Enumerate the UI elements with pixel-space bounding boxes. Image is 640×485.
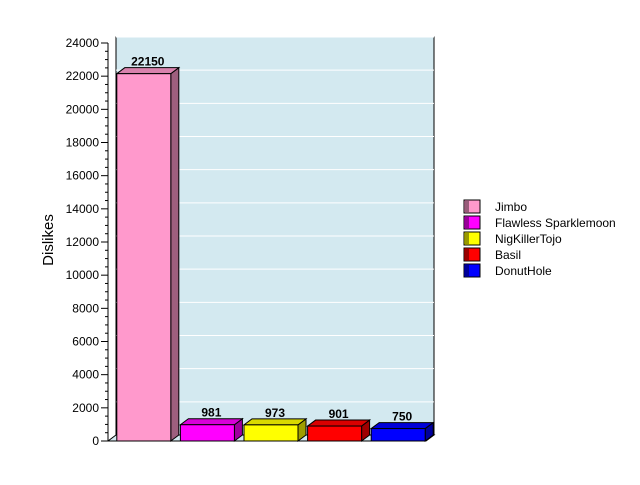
legend-label: DonutHole [495, 264, 552, 278]
y-axis: 0 2000 4000 6000 8000 10000 12000 14000 16000 180… [66, 36, 426, 448]
y-tick-label: 22000 [66, 69, 100, 83]
y-tick-label: 10000 [66, 268, 100, 282]
bar-2 [178, 417, 244, 442]
legend-swatch-shade [465, 265, 469, 276]
bar-4 [306, 419, 372, 442]
legend: Jimbo Flawless Sparklemoon NigKillerTojo Ba… [463, 199, 616, 278]
data-label: 973 [265, 406, 285, 420]
y-tick-label: 2000 [72, 401, 99, 415]
bar-side [170, 66, 180, 442]
bars: 22150 981 973 901 750 [115, 55, 435, 442]
bar-front [370, 428, 426, 442]
legend-item: DonutHole [463, 263, 552, 278]
legend-item: Basil [463, 247, 521, 262]
legend-swatch-shade [465, 249, 469, 260]
data-label: 22150 [131, 55, 165, 69]
bar-front [243, 424, 299, 442]
legend-item: NigKillerTojo [463, 231, 562, 246]
bar-1 [115, 66, 181, 442]
y-tick-label: 14000 [66, 202, 100, 216]
y-axis-label: Dislikes [40, 214, 57, 266]
bar-3 [242, 417, 308, 442]
legend-label: Flawless Sparklemoon [495, 216, 616, 230]
legend-swatch-shade [465, 233, 469, 244]
y-tick-label: 16000 [66, 169, 100, 183]
data-label: 981 [201, 406, 221, 420]
y-tick-label: 18000 [66, 136, 100, 150]
bar-front [179, 424, 235, 442]
y-tick-label: 8000 [72, 301, 99, 315]
legend-label: NigKillerTojo [495, 232, 562, 246]
legend-item: Jimbo [463, 199, 527, 214]
y-tick-label: 6000 [72, 335, 99, 349]
legend-swatch-shade [465, 217, 469, 228]
y-tick-label: 24000 [66, 36, 100, 50]
bar-front [116, 73, 172, 442]
legend-label: Basil [495, 248, 521, 262]
y-tick-label: 4000 [72, 368, 99, 382]
bar-5 [369, 421, 435, 442]
y-tick-label: 12000 [66, 235, 100, 249]
legend-label: Jimbo [495, 200, 527, 214]
y-tick-label: 20000 [66, 102, 100, 116]
data-label: 750 [392, 410, 412, 424]
y-tick-label: 0 [92, 434, 99, 448]
legend-item: Flawless Sparklemoon [463, 215, 616, 230]
legend-swatch-shade [465, 201, 469, 212]
data-label: 901 [329, 407, 349, 421]
bar-front [307, 425, 363, 442]
